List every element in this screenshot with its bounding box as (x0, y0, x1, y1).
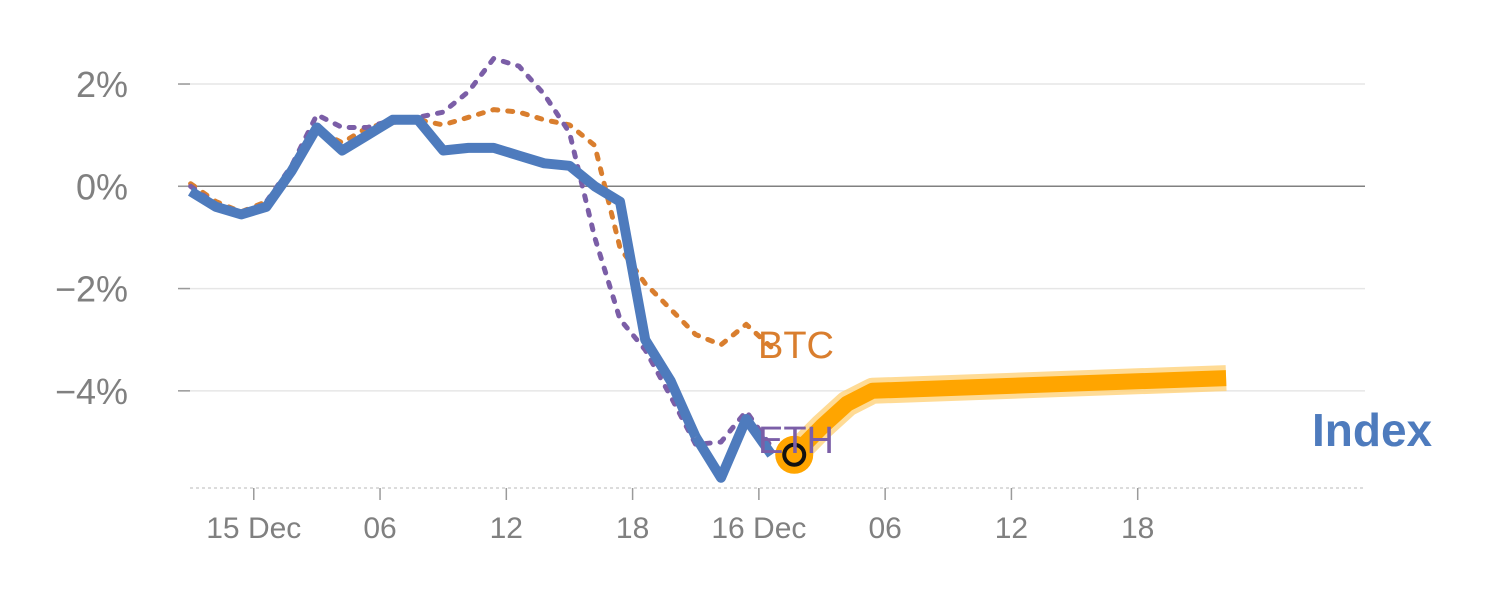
x-tick-label: 12 (995, 512, 1028, 545)
x-tick-label: 15 Dec (206, 512, 301, 545)
x-tick-label: 18 (1121, 512, 1154, 545)
x-tick-label: 18 (616, 512, 649, 545)
x-tick-label: 06 (363, 512, 396, 545)
x-tick-label: 16 Dec (711, 512, 806, 545)
eth-series-line (188, 56, 774, 450)
current-point-marker (775, 435, 814, 474)
y-tick-label: 0% (76, 166, 128, 207)
label-layer: BTC ETH Index (758, 325, 1433, 462)
forecast-series-line (788, 370, 1227, 461)
y-tick-label: −2% (55, 269, 128, 310)
eth-series-label: ETH (758, 420, 834, 462)
index-series-line (188, 114, 701, 439)
current-point-ring (782, 442, 807, 467)
y-tick-label: −4% (55, 371, 128, 412)
axis-layer: 2% 0% −2% −4% 15 Dec 06 12 18 16 Dec 06 12 18 (55, 64, 1365, 545)
btc-series-label: BTC (758, 325, 834, 367)
x-tick-label: 12 (490, 512, 523, 545)
y-tick-label: 2% (76, 64, 128, 105)
index-series-label: Index (1312, 404, 1433, 456)
index-series-line (691, 414, 776, 483)
x-tick-label: 06 (868, 512, 901, 545)
series-layer (188, 56, 1227, 483)
